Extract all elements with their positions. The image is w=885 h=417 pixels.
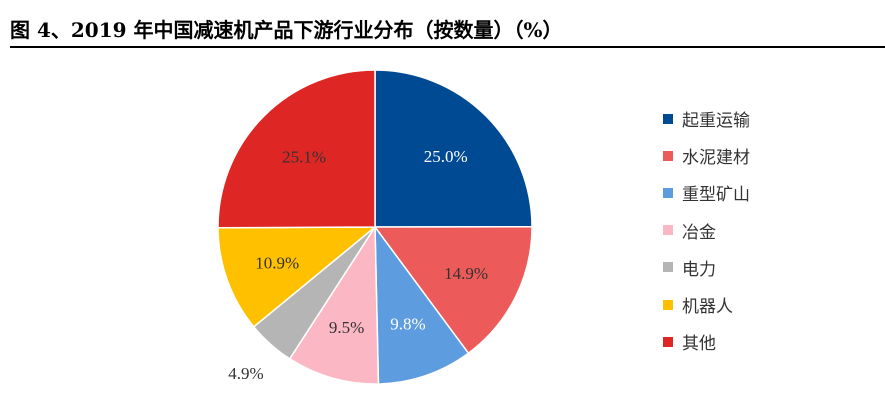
legend-label-1: 起重运输 [682, 111, 750, 132]
legend-swatch-2 [663, 150, 673, 161]
pie-slice-3 [374, 224, 470, 385]
data-label-1: 25.0% [424, 147, 468, 166]
legend-label-2: 水泥建材 [682, 148, 750, 169]
legend-item-7: 其他 [663, 323, 750, 360]
legend-item-5: 电力 [663, 249, 750, 286]
legend-item-2: 水泥建材 [663, 137, 750, 174]
data-label-2: 14.9% [444, 264, 488, 283]
legend-swatch-6 [663, 299, 673, 310]
legend-swatch-7 [663, 336, 673, 347]
legend-swatch-5 [663, 262, 673, 273]
legend: 起重运输水泥建材重型矿山冶金电力机器人其他 [663, 100, 750, 360]
legend-label-7: 其他 [682, 334, 716, 355]
data-label-3: 9.8% [390, 315, 425, 334]
data-label-5: 4.9% [228, 364, 263, 383]
data-label-7: 25.1% [282, 148, 326, 167]
pie-slice-7 [217, 69, 376, 229]
legend-label-5: 电力 [682, 259, 716, 280]
legend-swatch-3 [663, 187, 673, 198]
legend-swatch-1 [663, 113, 673, 124]
pie-slice-4 [288, 224, 380, 385]
legend-label-4: 冶金 [682, 222, 716, 243]
legend-label-6: 机器人 [682, 297, 733, 318]
pie-slice-2 [373, 225, 533, 355]
data-label-6: 10.9% [255, 253, 299, 272]
legend-swatch-4 [663, 225, 673, 236]
legend-item-3: 重型矿山 [663, 174, 750, 211]
legend-item-4: 冶金 [663, 212, 750, 249]
legend-item-6: 机器人 [663, 286, 750, 323]
legend-item-1: 起重运输 [663, 100, 750, 137]
chart-title: 图 4、2019 年中国减速机产品下游行业分布（按数量）（%） [10, 18, 563, 42]
legend-label-3: 重型矿山 [682, 185, 750, 206]
title-underline [10, 46, 885, 48]
pie-slice-6 [217, 226, 378, 328]
pie-slice-1 [374, 69, 533, 228]
data-label-4: 9.5% [329, 318, 364, 337]
